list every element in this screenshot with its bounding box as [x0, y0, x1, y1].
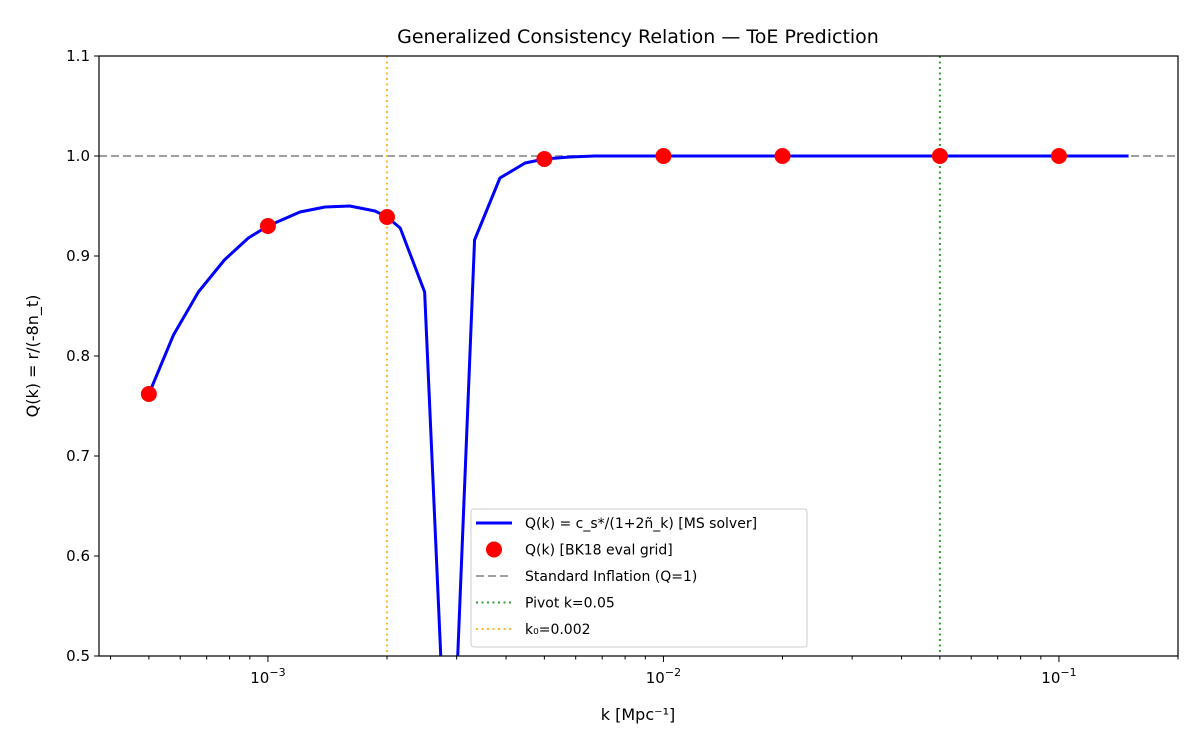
data-point	[1050, 148, 1067, 164]
y-tick-label: 1.0	[66, 147, 90, 165]
x-tick-label: 10−1	[1041, 666, 1076, 687]
chart-title: Generalized Consistency Relation — ToE P…	[397, 26, 879, 48]
plot: 0.5 0.6 0.7 0.8 0.9 1.0 1.1 10−3 10−2 10−1	[66, 47, 1179, 687]
series-line-ms-solver	[456, 154, 1129, 657]
legend: Q(k) = c_s*/(1+2ñ_k) [MS solver] Q(k) [BK…	[470, 508, 808, 648]
legend-label: Q(k) [BK18 eval grid]	[525, 543, 673, 559]
data-point	[140, 386, 157, 402]
y-tick-label: 0.8	[66, 347, 90, 365]
data-point	[655, 148, 672, 164]
data-point	[378, 209, 395, 225]
y-tick-label: 1.1	[66, 47, 90, 65]
x-tick-label: 10−3	[250, 666, 285, 687]
y-tick-label: 0.6	[66, 547, 90, 565]
x-axis-label: k [Mpc⁻¹]	[601, 705, 675, 724]
legend-label: Pivot k=0.05	[525, 596, 615, 612]
data-point	[931, 148, 948, 164]
data-point	[536, 151, 553, 167]
legend-label: Standard Inflation (Q=1)	[525, 569, 697, 585]
legend-label: Q(k) = c_s*/(1+2ñ_k) [MS solver]	[525, 516, 757, 532]
series-line-ms-solver	[147, 204, 443, 657]
x-tick-label: 10−2	[646, 666, 681, 687]
y-tick-label: 0.5	[66, 647, 90, 665]
data-point	[259, 218, 276, 234]
data-point	[774, 148, 791, 164]
y-axis-label: Q(k) = r/(-8n_t)	[23, 295, 43, 418]
legend-marker	[486, 541, 502, 558]
y-tick-label: 0.7	[66, 447, 90, 465]
y-tick-label: 0.9	[66, 247, 90, 265]
legend-box	[470, 508, 808, 648]
legend-label: k₀=0.002	[525, 622, 591, 638]
